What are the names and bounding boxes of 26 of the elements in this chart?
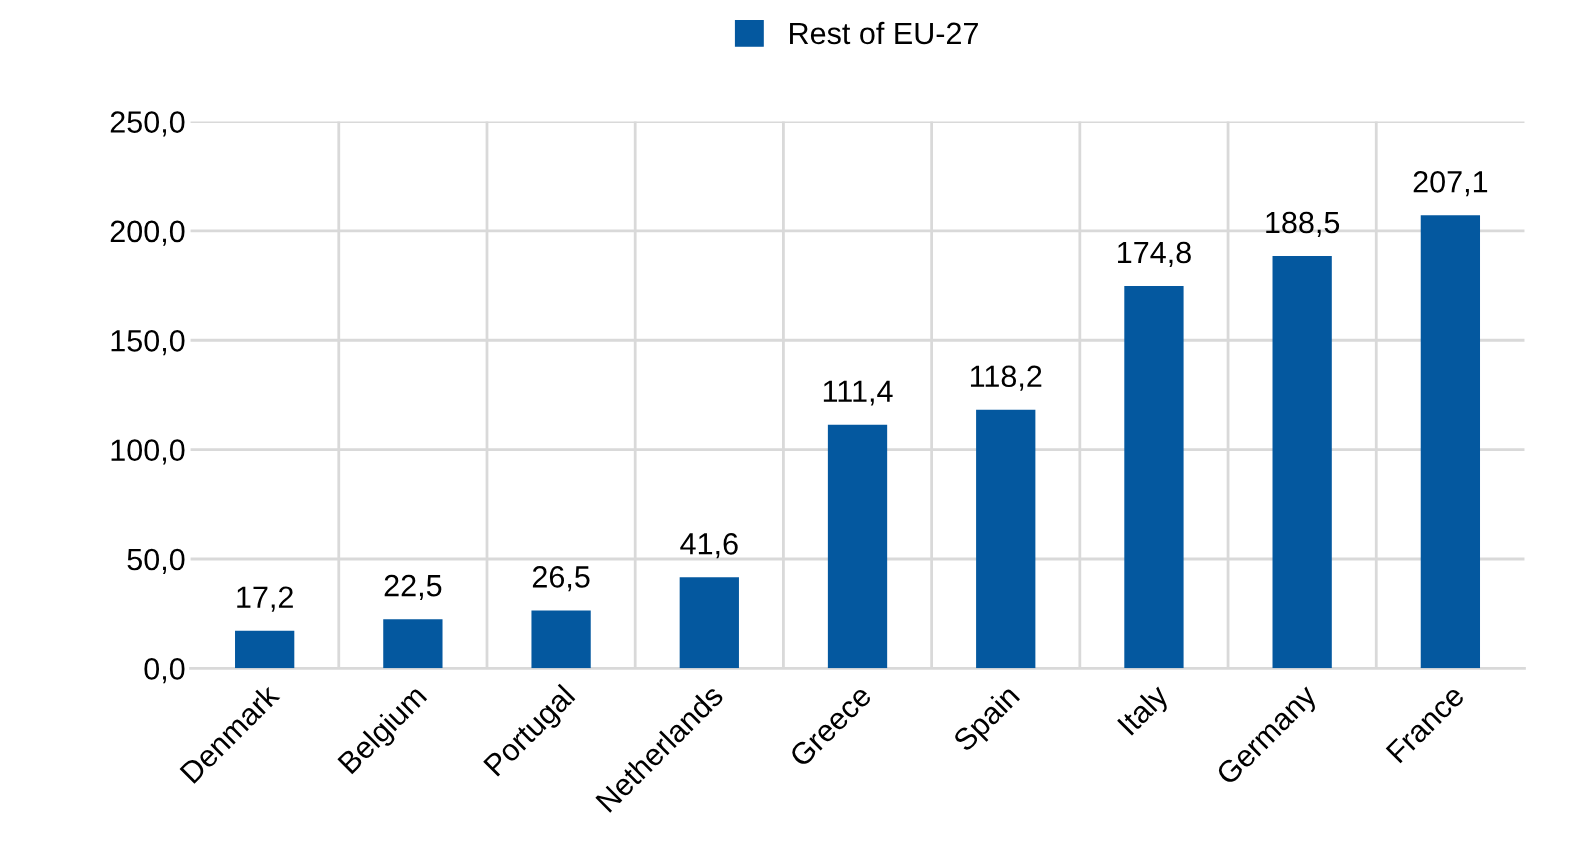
y-tick-label: 50,0 [127,548,185,574]
legend-label: Rest of EU-27 [790,21,978,45]
x-tick-label: Italy [1116,682,1175,741]
bar [235,630,295,669]
data-label: 26,5 [532,566,590,592]
y-tick-label: 250,0 [110,111,185,137]
bar [827,424,888,669]
bar [1124,286,1184,669]
data-label: 174,8 [1118,241,1191,267]
y-tick-label: 200,0 [110,220,185,246]
data-label: 111,4 [823,380,893,406]
data-label: 188,5 [1266,211,1340,237]
data-label: 17,2 [237,586,293,612]
y-tick-label: 0,0 [144,658,185,684]
bar [976,409,1036,669]
bar [679,577,739,669]
y-tick-label: 150,0 [111,329,185,356]
data-label: 118,2 [970,365,1042,391]
data-label: 207,1 [1413,171,1488,197]
bar [383,619,443,669]
y-tick-label: 100,0 [111,439,185,465]
data-label: 22,5 [384,574,442,601]
bar [1420,215,1481,669]
bar [1272,256,1332,669]
bar [531,610,591,669]
data-label: 41,6 [680,533,738,559]
